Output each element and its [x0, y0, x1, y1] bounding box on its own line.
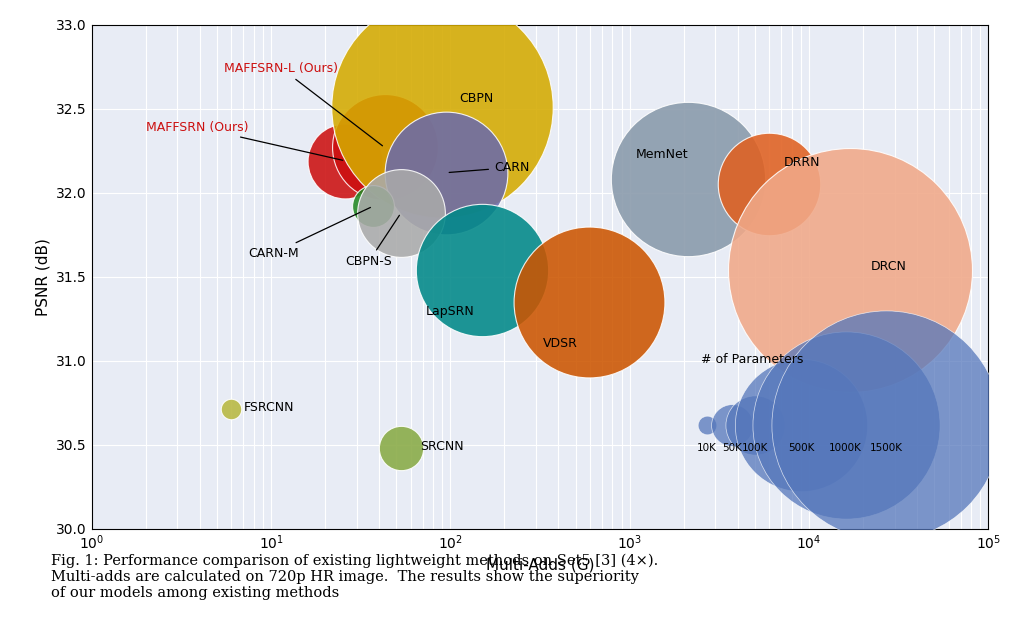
Text: VDSR: VDSR [543, 337, 578, 350]
Text: CARN: CARN [449, 161, 529, 174]
Text: LapSRN: LapSRN [426, 305, 475, 318]
Text: DRRN: DRRN [784, 156, 820, 169]
Point [723, 420, 740, 430]
Text: 50K: 50K [721, 443, 742, 453]
Text: FSRCNN: FSRCNN [244, 401, 293, 414]
Text: # of Parameters: # of Parameters [701, 353, 804, 366]
Point [680, 174, 696, 184]
Point [581, 297, 597, 307]
Text: 100K: 100K [742, 443, 768, 453]
Point [793, 420, 809, 430]
X-axis label: Multi-Adds (G): Multi-Adds (G) [486, 558, 594, 573]
Y-axis label: PSNR (dB): PSNR (dB) [36, 238, 51, 316]
Text: CARN-M: CARN-M [249, 208, 371, 259]
Text: CBPN-S: CBPN-S [345, 215, 399, 268]
Point [843, 265, 859, 275]
Point [878, 420, 895, 430]
Point [699, 420, 715, 430]
Text: MAFFSRN (Ours): MAFFSRN (Ours) [146, 121, 342, 160]
Point [474, 265, 490, 275]
Point [223, 404, 239, 414]
Point [376, 142, 392, 152]
Point [392, 208, 409, 218]
Point [761, 179, 777, 189]
Text: Fig. 1: Performance comparison of existing lightweight methods on Set5 [3] (4×).: Fig. 1: Performance comparison of existi… [51, 554, 658, 600]
Point [438, 168, 454, 178]
Text: MemNet: MemNet [636, 148, 689, 161]
Point [434, 102, 450, 112]
Text: CBPN: CBPN [460, 92, 493, 105]
Point [365, 202, 381, 211]
Text: 1000K: 1000K [829, 443, 862, 453]
Point [747, 420, 763, 430]
Text: MAFFSRN-L (Ours): MAFFSRN-L (Ours) [224, 62, 382, 146]
Text: 1500K: 1500K [870, 443, 903, 453]
Point [392, 443, 409, 453]
Point [838, 420, 854, 430]
Text: SRCNN: SRCNN [421, 440, 464, 453]
Text: 10K: 10K [697, 443, 717, 453]
Text: 500K: 500K [788, 443, 814, 453]
Point [337, 156, 354, 166]
Text: DRCN: DRCN [870, 260, 906, 273]
